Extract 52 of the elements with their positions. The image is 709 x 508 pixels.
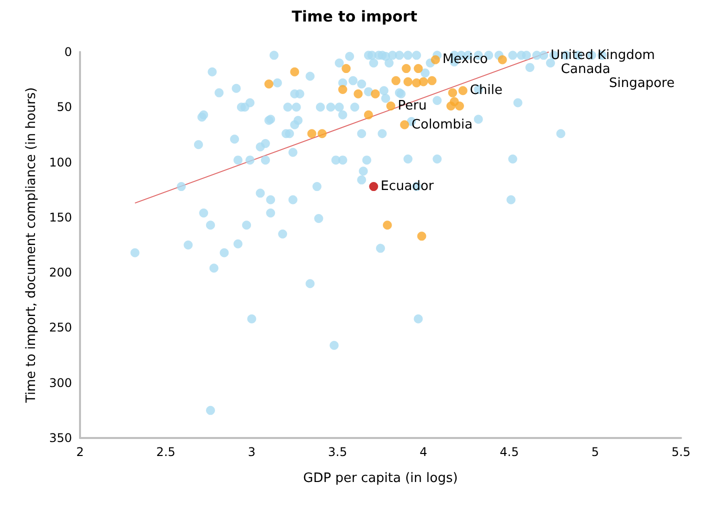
- x-tick-label: 3: [248, 445, 256, 459]
- annotation: Chile: [470, 83, 502, 98]
- annotation: Peru: [398, 98, 427, 114]
- annotation: United Kingdom: [550, 48, 655, 63]
- point: [338, 85, 348, 94]
- point: [417, 232, 426, 241]
- point: [342, 64, 351, 74]
- point: [264, 79, 274, 88]
- point: [428, 76, 437, 86]
- point: [418, 77, 428, 86]
- point: [354, 89, 363, 98]
- x-tick-label: 4: [420, 445, 428, 459]
- x-tick-label: 2: [76, 445, 84, 459]
- chart-title: Time to import: [292, 8, 418, 26]
- y-tick-label: 250: [49, 320, 72, 335]
- point: [382, 220, 392, 230]
- point: [364, 110, 373, 120]
- x-tick-label: 5: [591, 445, 599, 459]
- point: [307, 129, 316, 138]
- x-axis-title: GDP per capita (in logs): [303, 471, 458, 486]
- point: [450, 97, 459, 106]
- y-axis-title: Time to import, document compliance (in hours): [24, 87, 39, 404]
- point: [448, 88, 458, 98]
- point: [400, 120, 410, 130]
- y-tick-label: 150: [49, 210, 72, 224]
- annotation: Canada: [560, 62, 610, 77]
- point: [318, 129, 327, 138]
- x-tick-label: 2.5: [156, 445, 176, 459]
- annotation: Singapore: [609, 76, 675, 91]
- point: [430, 55, 440, 64]
- point: [403, 77, 412, 86]
- y-tick-label: 100: [49, 155, 72, 170]
- y-tick-label: 50: [56, 100, 72, 114]
- point: [369, 182, 378, 192]
- point: [498, 55, 507, 64]
- y-tick-label: 350: [49, 431, 72, 445]
- point: [370, 89, 380, 98]
- annotation: Colombia: [412, 117, 473, 132]
- x-tick-label: 4.5: [500, 445, 519, 459]
- annotation: Ecuador: [380, 179, 434, 194]
- y-tick-label: 0: [64, 45, 72, 59]
- x-tick-label: 5.5: [671, 445, 691, 459]
- point: [391, 76, 400, 86]
- point: [290, 67, 300, 76]
- point: [414, 64, 423, 74]
- point: [386, 102, 396, 111]
- y-tick-label: 300: [49, 376, 72, 390]
- y-tick-label: 200: [49, 266, 72, 280]
- annotation: Mexico: [442, 52, 488, 68]
- point: [402, 64, 411, 74]
- point: [458, 86, 468, 96]
- x-tick-label: 3.5: [328, 445, 348, 459]
